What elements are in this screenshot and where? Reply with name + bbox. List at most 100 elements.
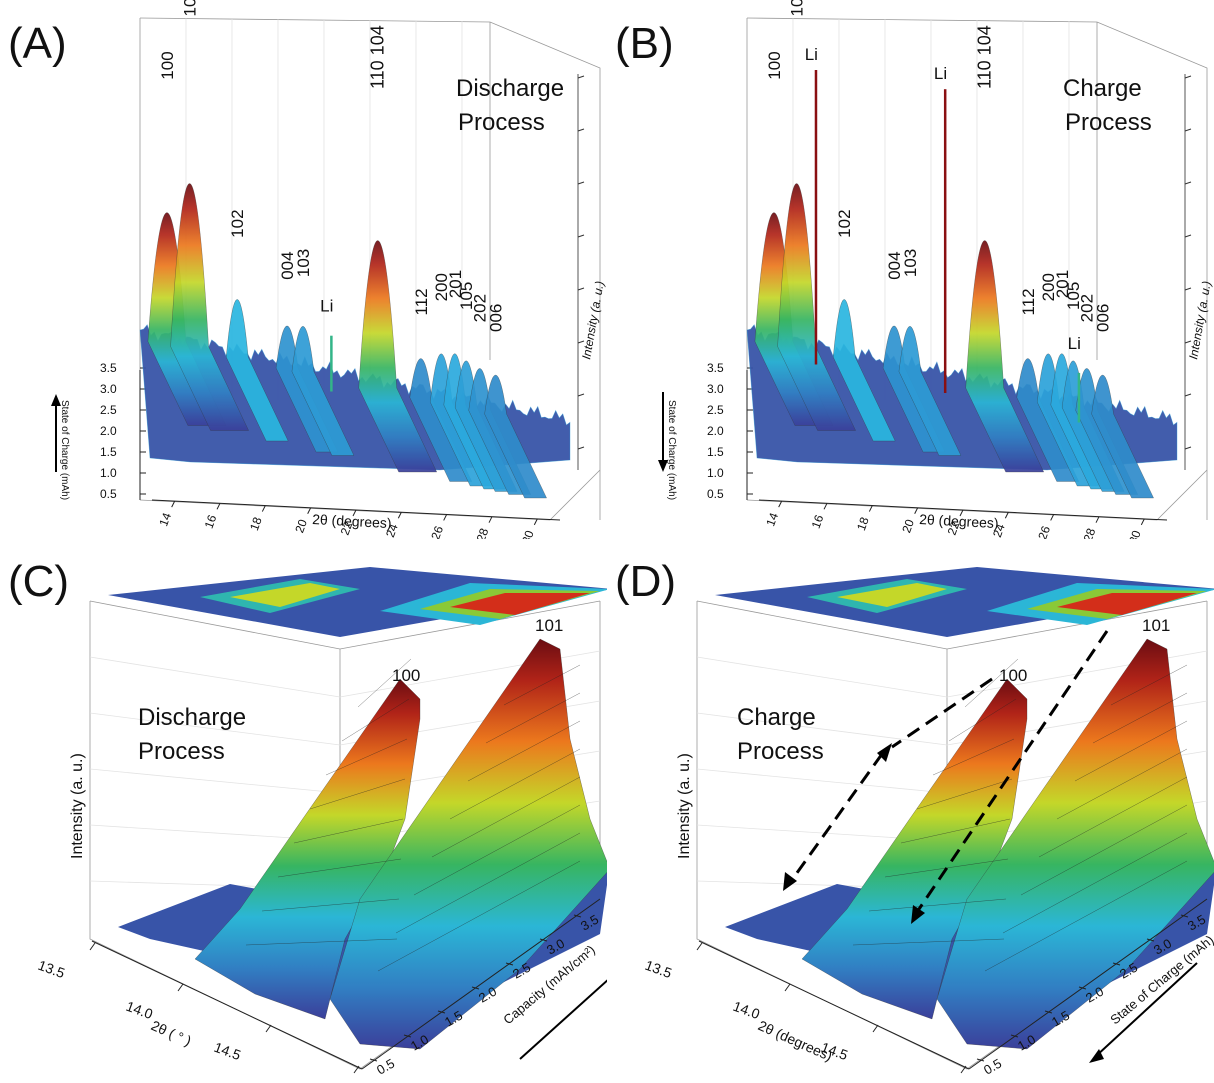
x-tick bbox=[784, 983, 791, 992]
x-tick-label: 24 bbox=[383, 522, 401, 539]
y-tick bbox=[573, 914, 582, 918]
peak-label: 200 bbox=[432, 273, 451, 301]
x-axis: 14 16 18 20 22 24 26 28 30 2θ (degrees) bbox=[758, 499, 1168, 546]
peak-surface bbox=[291, 326, 355, 456]
x-tick-label: 14.0 bbox=[731, 998, 762, 1022]
x-tick-label: 24 bbox=[990, 522, 1008, 539]
contour-line bbox=[395, 832, 581, 934]
x-tick bbox=[823, 503, 828, 510]
contour-line bbox=[245, 938, 398, 946]
peaks bbox=[194, 638, 611, 1050]
peak-surface-101 bbox=[329, 638, 611, 1050]
z-tick bbox=[1184, 393, 1192, 397]
peak-labels: 100 101 bbox=[392, 616, 563, 685]
z-tick bbox=[577, 287, 585, 291]
y-tick bbox=[539, 938, 548, 942]
x-axis-line bbox=[698, 940, 970, 1070]
peak-labels: 100 101 bbox=[999, 616, 1170, 685]
x-tick bbox=[1050, 514, 1055, 521]
y-tick bbox=[369, 1058, 378, 1062]
grid-line bbox=[696, 656, 948, 698]
soc-arrow-icon bbox=[658, 392, 668, 472]
peak-surface bbox=[965, 240, 1044, 473]
peak-label: 101 bbox=[788, 0, 807, 17]
process-annotation: Charge Process bbox=[1063, 75, 1152, 136]
z-tick bbox=[577, 393, 585, 397]
arrowhead-icon bbox=[877, 743, 892, 762]
peak-label: Li bbox=[934, 64, 947, 83]
process-annotation: Discharge Process bbox=[138, 704, 246, 765]
x-tick bbox=[696, 942, 703, 951]
x-tick bbox=[959, 509, 964, 517]
contour-line bbox=[1038, 776, 1188, 858]
x-tick bbox=[1095, 516, 1100, 523]
contour-line bbox=[277, 858, 402, 878]
contour-band bbox=[837, 583, 947, 607]
x-tick-label: 20 bbox=[292, 517, 310, 535]
z-axis: Intensity (a. u.) bbox=[577, 74, 607, 470]
contour-line bbox=[413, 804, 581, 896]
z-axis-title: Intensity (a. u.) bbox=[69, 753, 86, 859]
x-tick bbox=[488, 516, 493, 523]
peak-surface bbox=[777, 183, 856, 431]
z-tick bbox=[1184, 128, 1192, 132]
x-tick-label: 26 bbox=[1035, 524, 1053, 539]
contour-band bbox=[450, 593, 590, 615]
y-axis: 0.5 1.0 1.5 2.0 2.5 3.0 3.5 State of Charge (mA… bbox=[51, 361, 146, 501]
peak-surface bbox=[1091, 375, 1154, 499]
annotation-line: Process bbox=[737, 738, 824, 765]
z-tick bbox=[1184, 75, 1192, 79]
process-annotation: Charge Process bbox=[737, 704, 824, 765]
peak-label: 105 bbox=[1064, 282, 1083, 310]
x-axis-title: 2θ (degrees) bbox=[919, 511, 999, 531]
x-tick bbox=[265, 1024, 272, 1033]
contour-line bbox=[431, 776, 581, 858]
contour-line bbox=[357, 658, 412, 708]
peak-label: 202 bbox=[1078, 294, 1097, 322]
dashed-arrows bbox=[783, 630, 1109, 924]
peak-surface-101 bbox=[936, 638, 1214, 1050]
x-tick bbox=[914, 507, 919, 515]
top-contour-map bbox=[715, 567, 1214, 637]
x-tick-label: 20 bbox=[899, 517, 917, 535]
panel-letter: (A) bbox=[8, 19, 67, 68]
x-tick-label: 28 bbox=[1081, 526, 1099, 539]
z-tick bbox=[1184, 340, 1192, 344]
y-axis-title: State of Charge (mAh) bbox=[666, 400, 677, 500]
y-tick-label: 0.5 bbox=[374, 1056, 397, 1078]
chart-svg: (B) 14 16 18 20 22 24 26 28 30 2θ (degrees) 0.5 1.0 1… bbox=[615, 0, 1214, 546]
contour-line bbox=[377, 860, 581, 972]
peak-surface-100 bbox=[801, 678, 1028, 1020]
x-tick bbox=[397, 511, 402, 519]
y-tick bbox=[976, 1058, 985, 1062]
x-tick bbox=[89, 942, 96, 951]
x-tick-label: 14.5 bbox=[212, 1039, 243, 1063]
contour-line bbox=[503, 664, 581, 706]
x-tick bbox=[352, 509, 357, 517]
x-tick bbox=[216, 503, 221, 510]
box-frame bbox=[89, 601, 601, 1070]
peak-label: Li bbox=[320, 297, 333, 316]
peak-label: 103 bbox=[901, 249, 920, 277]
z-axis: Intensity (a. u.) bbox=[1184, 74, 1214, 470]
z-tick bbox=[577, 128, 585, 132]
contour-line bbox=[261, 898, 400, 912]
x-tick bbox=[868, 505, 873, 512]
x-axis: 14 16 18 20 22 24 26 28 30 2θ (degrees) bbox=[151, 499, 561, 546]
dashed-arrow-line bbox=[787, 753, 884, 885]
box-frame bbox=[696, 601, 1208, 1070]
z-tick bbox=[1184, 287, 1192, 291]
peak-label: 112 bbox=[412, 288, 431, 315]
z-axis-title: Intensity (a. u.) bbox=[1186, 280, 1214, 361]
peak-label: 101 bbox=[1142, 616, 1170, 635]
contour-line bbox=[293, 818, 404, 844]
peak-label: 006 bbox=[1094, 304, 1113, 332]
x-tick-label: 30 bbox=[1126, 528, 1144, 539]
peak-label: 101 bbox=[535, 616, 563, 635]
x-tick-label: 16 bbox=[202, 513, 220, 531]
peak-surface bbox=[358, 240, 437, 473]
peak-surface bbox=[484, 375, 547, 499]
contour-line bbox=[1092, 692, 1188, 744]
annotation-line: Process bbox=[458, 109, 545, 136]
